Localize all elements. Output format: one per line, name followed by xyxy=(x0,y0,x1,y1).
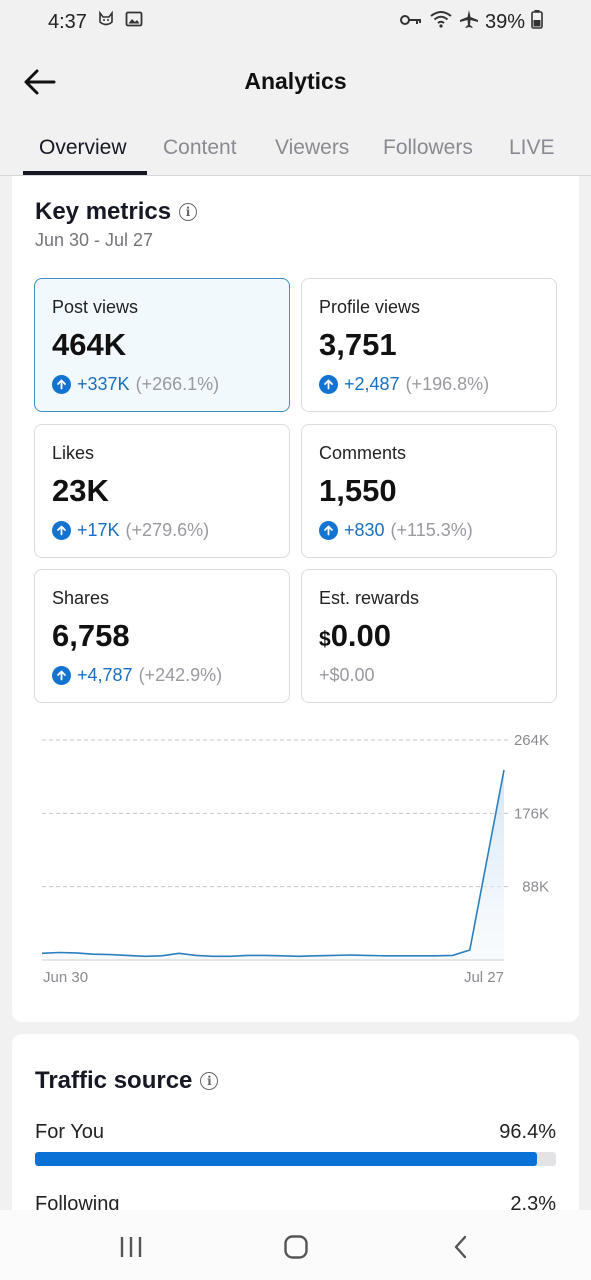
post-views-chart: 264K 176K 88K Jun 30 Jul 27 xyxy=(41,732,549,986)
metric-value: 23K xyxy=(52,473,109,508)
traffic-row-for-you: For You 96.4% xyxy=(35,1121,556,1144)
traffic-bar-for-you xyxy=(35,1152,556,1166)
traffic-value: 2.3% xyxy=(510,1193,556,1215)
metric-value: 3,751 xyxy=(319,327,397,362)
tab-viewers[interactable]: Viewers xyxy=(275,136,350,159)
recent-apps-button[interactable] xyxy=(111,1232,151,1262)
app-bar: Analytics xyxy=(0,44,591,120)
x-tick-start: Jun 30 xyxy=(43,969,88,986)
metric-change: +4,787 (+242.9%) xyxy=(52,665,222,686)
metric-percent: (+266.1%) xyxy=(135,374,220,394)
key-metrics-card: Key metrics i Jun 30 - Jul 27 Post views… xyxy=(12,176,579,1022)
tab-bar: Overview Content Viewers Followers LIVE xyxy=(0,120,591,176)
metric-value: 464K xyxy=(52,327,127,362)
status-time: 4:37 xyxy=(48,10,87,33)
arrow-up-icon xyxy=(52,375,71,394)
metric-delta: +2,487 xyxy=(344,374,400,394)
home-icon xyxy=(284,1235,308,1259)
metric-value: $0.00 xyxy=(319,618,391,654)
traffic-source-card: Traffic source i For You 96.4% Following… xyxy=(12,1034,579,1234)
metric-percent: (+242.9%) xyxy=(138,665,223,685)
metric-likes[interactable]: Likes 23K +17K (+279.6%) xyxy=(34,424,290,558)
metric-change: +17K (+279.6%) xyxy=(52,520,209,541)
tab-live[interactable]: LIVE xyxy=(509,136,555,159)
status-bar: 4:37 39% xyxy=(0,0,591,44)
traffic-value: 96.4% xyxy=(499,1121,556,1143)
metric-percent: (+115.3%) xyxy=(390,520,473,540)
y-tick-label: 264K xyxy=(514,732,549,749)
active-tab-indicator xyxy=(23,171,147,175)
metric-delta: +$0.00 xyxy=(319,665,375,685)
metric-change: +2,487 (+196.8%) xyxy=(319,374,489,395)
metric-value: 1,550 xyxy=(319,473,397,508)
chart-area-fill xyxy=(42,770,504,960)
metric-percent: (+196.8%) xyxy=(405,374,490,394)
info-icon[interactable]: i xyxy=(179,203,198,221)
y-tick-label: 176K xyxy=(514,805,549,822)
system-back-button[interactable] xyxy=(441,1232,481,1262)
notification-cat-icon xyxy=(97,10,115,34)
metric-label: Est. rewards xyxy=(319,588,420,608)
back-button[interactable] xyxy=(22,64,62,100)
system-nav-bar xyxy=(0,1210,591,1280)
metric-label: Shares xyxy=(52,588,110,608)
metric-shares[interactable]: Shares 6,758 +4,787 (+242.9%) xyxy=(34,569,290,703)
battery-level: 39% xyxy=(484,10,525,33)
metric-post-views[interactable]: Post views 464K +337K (+266.1%) xyxy=(34,278,290,412)
recent-apps-icon xyxy=(120,1237,142,1257)
metric-value: 6,758 xyxy=(52,618,130,653)
currency-symbol: $ xyxy=(319,628,331,651)
tab-overview[interactable]: Overview xyxy=(39,136,127,159)
metric-change: +830 (+115.3%) xyxy=(319,520,473,541)
chevron-left-icon xyxy=(454,1235,467,1259)
arrow-up-icon xyxy=(52,666,71,685)
tab-content[interactable]: Content xyxy=(163,136,237,159)
traffic-label: Following xyxy=(35,1193,120,1215)
metric-change: +337K (+266.1%) xyxy=(52,374,219,395)
traffic-source-heading: Traffic source i xyxy=(35,1067,219,1095)
traffic-label: For You xyxy=(35,1121,104,1143)
airplane-mode-icon xyxy=(459,9,479,35)
metric-label: Post views xyxy=(52,297,139,317)
metric-delta: +830 xyxy=(344,520,385,540)
metric-profile-views[interactable]: Profile views 3,751 +2,487 (+196.8%) xyxy=(301,278,557,412)
home-button[interactable] xyxy=(276,1232,316,1262)
arrow-up-icon xyxy=(319,375,338,394)
arrow-up-icon xyxy=(52,521,71,540)
vpn-key-icon xyxy=(399,11,423,34)
metric-est-rewards[interactable]: Est. rewards $0.00 +$0.00 xyxy=(301,569,557,703)
chart-line-series xyxy=(41,769,505,958)
arrow-up-icon xyxy=(319,521,338,540)
tab-followers[interactable]: Followers xyxy=(383,136,473,159)
metric-label: Likes xyxy=(52,443,95,463)
battery-icon xyxy=(531,9,543,35)
date-range: Jun 30 - Jul 27 xyxy=(35,230,154,250)
key-metrics-heading: Key metrics i xyxy=(35,198,198,226)
metric-comments[interactable]: Comments 1,550 +830 (+115.3%) xyxy=(301,424,557,558)
x-tick-end: Jul 27 xyxy=(464,969,504,986)
key-metrics-title: Key metrics xyxy=(35,198,172,225)
metric-percent: (+279.6%) xyxy=(125,520,210,540)
metric-delta: +17K xyxy=(77,520,120,540)
traffic-bar-fill xyxy=(35,1152,538,1166)
traffic-source-title: Traffic source xyxy=(35,1067,193,1094)
back-arrow-icon xyxy=(24,69,56,95)
y-tick-label: 88K xyxy=(522,879,549,896)
metric-delta: +4,787 xyxy=(77,665,133,685)
info-icon[interactable]: i xyxy=(200,1072,219,1090)
wifi-icon xyxy=(429,9,453,35)
gallery-icon xyxy=(125,10,143,34)
metric-label: Comments xyxy=(319,443,407,463)
metric-delta: +337K xyxy=(77,374,130,394)
rewards-amount: 0.00 xyxy=(330,618,392,653)
traffic-row-following: Following 2.3% xyxy=(35,1193,556,1216)
metric-label: Profile views xyxy=(319,297,421,317)
metric-change: +$0.00 xyxy=(319,665,375,686)
page-title: Analytics xyxy=(244,68,347,94)
